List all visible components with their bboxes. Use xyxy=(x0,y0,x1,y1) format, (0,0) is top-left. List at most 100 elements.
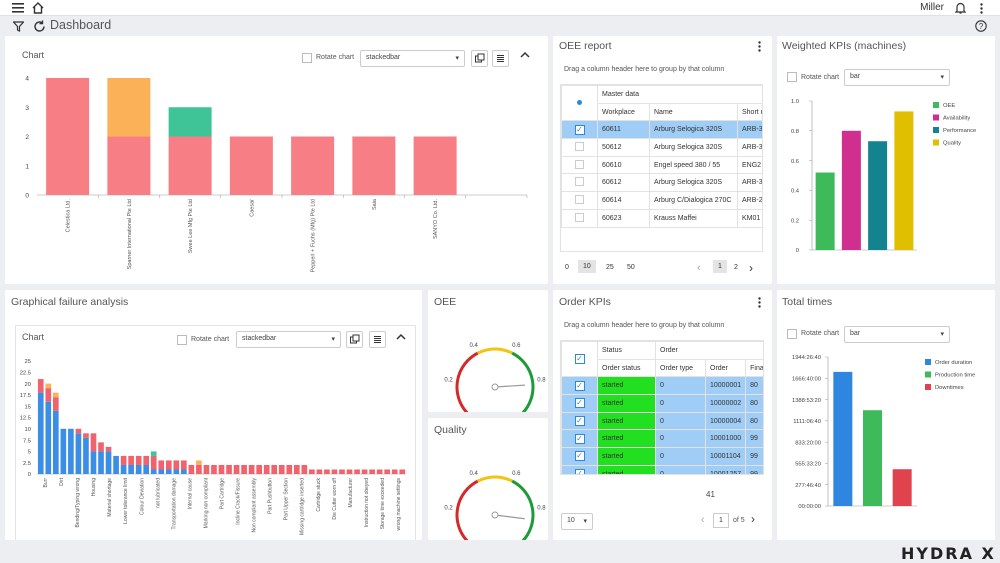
next-page-icon[interactable]: › xyxy=(751,512,755,526)
rotate-chart-checkbox[interactable] xyxy=(787,72,797,82)
menu-icon[interactable] xyxy=(11,2,25,14)
collapse-icon[interactable] xyxy=(519,49,531,61)
more-vert-icon[interactable] xyxy=(756,40,762,52)
page-size-option[interactable]: 0 xyxy=(565,264,569,271)
row-checkbox[interactable] xyxy=(561,173,598,193)
select-all-checkbox[interactable]: ✓ xyxy=(561,341,598,378)
page-size-option[interactable]: 50 xyxy=(627,264,635,271)
row-checkbox[interactable]: ✓ xyxy=(561,376,598,396)
bar-segment xyxy=(271,464,278,474)
status-group-header[interactable]: Status xyxy=(597,341,656,360)
row-checkbox[interactable]: ✓ xyxy=(561,120,598,140)
chart-type-select[interactable]: stackedbar xyxy=(360,50,465,67)
table-row[interactable]: 60610 Engel speed 380 / 55 ENG2 xyxy=(561,155,762,175)
x-tick-label: Material shortage xyxy=(107,478,113,517)
table-row[interactable]: ✓ 60611 Arburg Selogica 320S ARB-3 xyxy=(561,120,762,140)
rotate-chart-checkbox[interactable] xyxy=(787,329,797,339)
page-size-option[interactable]: 10 xyxy=(578,260,596,273)
row-checkbox[interactable] xyxy=(561,208,598,228)
column-header[interactable]: Order type xyxy=(655,358,706,378)
refresh-icon[interactable] xyxy=(32,19,46,33)
bar-segment xyxy=(196,460,202,465)
bar-segment xyxy=(173,469,180,474)
table-row[interactable]: ✓ started 0 10000002 80 xyxy=(561,394,763,413)
select-all-radio[interactable] xyxy=(561,85,598,122)
table-cell: 10001104 xyxy=(704,447,747,466)
row-checkbox[interactable] xyxy=(561,191,598,210)
table-row[interactable]: ✓ started 0 10001000 99 xyxy=(561,429,763,449)
table-cell: KM01 xyxy=(737,208,762,228)
page-size-select[interactable]: 10 xyxy=(561,513,593,530)
row-checkbox[interactable] xyxy=(561,138,598,157)
column-header[interactable]: Workplace xyxy=(597,102,650,122)
bar-segment xyxy=(37,392,44,474)
bar-segment xyxy=(256,464,262,474)
chart-type-select[interactable]: stackedbar xyxy=(236,331,341,348)
legend-swatch xyxy=(933,102,939,108)
collapse-icon[interactable] xyxy=(395,331,407,343)
page-input[interactable]: 1 xyxy=(713,513,729,528)
bar-segment xyxy=(354,469,360,474)
column-header[interactable]: Name xyxy=(649,102,738,122)
gauge-band xyxy=(511,479,535,540)
table-row[interactable]: 50612 Arburg Selogica 320S ARB-3 xyxy=(561,138,762,157)
bar-segment xyxy=(45,383,52,389)
chart-type-select[interactable]: bar xyxy=(844,326,950,343)
row-checkbox[interactable]: ✓ xyxy=(561,447,598,466)
table-row[interactable]: 60623 Krauss Maffei KM01 xyxy=(561,208,762,228)
filter-icon[interactable] xyxy=(12,20,24,32)
x-tick-label: Part Pushbutton xyxy=(268,478,274,514)
copy-button[interactable] xyxy=(346,331,363,348)
page-size-option[interactable]: 25 xyxy=(606,264,614,271)
x-tick-label: Incline Crack/Fissure xyxy=(236,478,242,525)
more-vert-icon[interactable] xyxy=(978,2,984,14)
row-checkbox[interactable]: ✓ xyxy=(561,429,598,449)
table-row[interactable]: 60612 Arburg Selogica 320S ARB-3 xyxy=(561,173,762,193)
rotate-chart-checkbox[interactable] xyxy=(177,335,187,345)
prev-page-icon[interactable]: ‹ xyxy=(701,514,705,526)
order-group-header[interactable]: Order xyxy=(655,341,763,360)
table-row[interactable]: ✓ started 0 10001104 99 xyxy=(561,447,763,466)
table-row[interactable]: ✓ started 0 10000001 80 xyxy=(561,376,763,396)
page-number[interactable]: 1 xyxy=(713,260,727,273)
chart-type-select[interactable]: bar xyxy=(844,69,950,86)
table-cell: 80 xyxy=(745,394,763,413)
y-tick-label: 0.6 xyxy=(791,159,799,165)
bell-icon[interactable] xyxy=(954,2,966,14)
row-checkbox[interactable] xyxy=(561,155,598,175)
bar-segment xyxy=(107,78,151,137)
gauge-needle xyxy=(494,514,525,520)
quality-gauge: 0.20.40.60.81. xyxy=(444,471,546,540)
bar-segment xyxy=(196,464,202,474)
page-number[interactable]: 2 xyxy=(734,264,738,271)
table-cell: ENG2 xyxy=(737,155,762,175)
row-checkbox[interactable]: ✓ xyxy=(561,394,598,413)
prev-page-icon[interactable]: ‹ xyxy=(697,262,701,274)
column-header[interactable]: Order status xyxy=(597,358,656,378)
rotate-chart-checkbox[interactable] xyxy=(302,53,312,63)
table-row[interactable]: ✓ started 0 10001257 99 xyxy=(561,464,763,474)
column-header[interactable]: Order xyxy=(704,358,747,378)
quality-gauge-title: Quality xyxy=(434,424,467,436)
y-tick-label: 0.2 xyxy=(791,218,799,224)
rotate-chart-label: Rotate chart xyxy=(191,336,230,343)
list-button[interactable] xyxy=(369,331,386,348)
help-icon[interactable]: ? xyxy=(974,19,987,32)
bar-segment xyxy=(241,464,247,474)
more-vert-icon[interactable] xyxy=(756,296,762,308)
next-page-icon[interactable]: › xyxy=(749,261,753,275)
column-header[interactable]: Short n xyxy=(737,102,762,122)
row-checkbox[interactable]: ✓ xyxy=(561,464,598,474)
order-kpis-table: ✓ Status Order Order status Order type O… xyxy=(561,341,763,474)
y-tick-label: 20 xyxy=(25,382,31,388)
bar-segment xyxy=(83,437,89,474)
list-button[interactable] xyxy=(492,50,509,67)
row-checkbox[interactable]: ✓ xyxy=(561,411,598,431)
table-cell: 50612 xyxy=(597,138,650,157)
home-icon[interactable] xyxy=(31,1,45,14)
copy-button[interactable] xyxy=(471,50,488,67)
column-header[interactable]: Fina xyxy=(745,358,763,378)
table-row[interactable]: ✓ started 0 10000004 80 xyxy=(561,411,763,431)
table-row[interactable]: 60614 Arburg C/Dialogica 270C ARB-2 xyxy=(561,191,762,210)
user-name[interactable]: Miller xyxy=(920,2,944,13)
